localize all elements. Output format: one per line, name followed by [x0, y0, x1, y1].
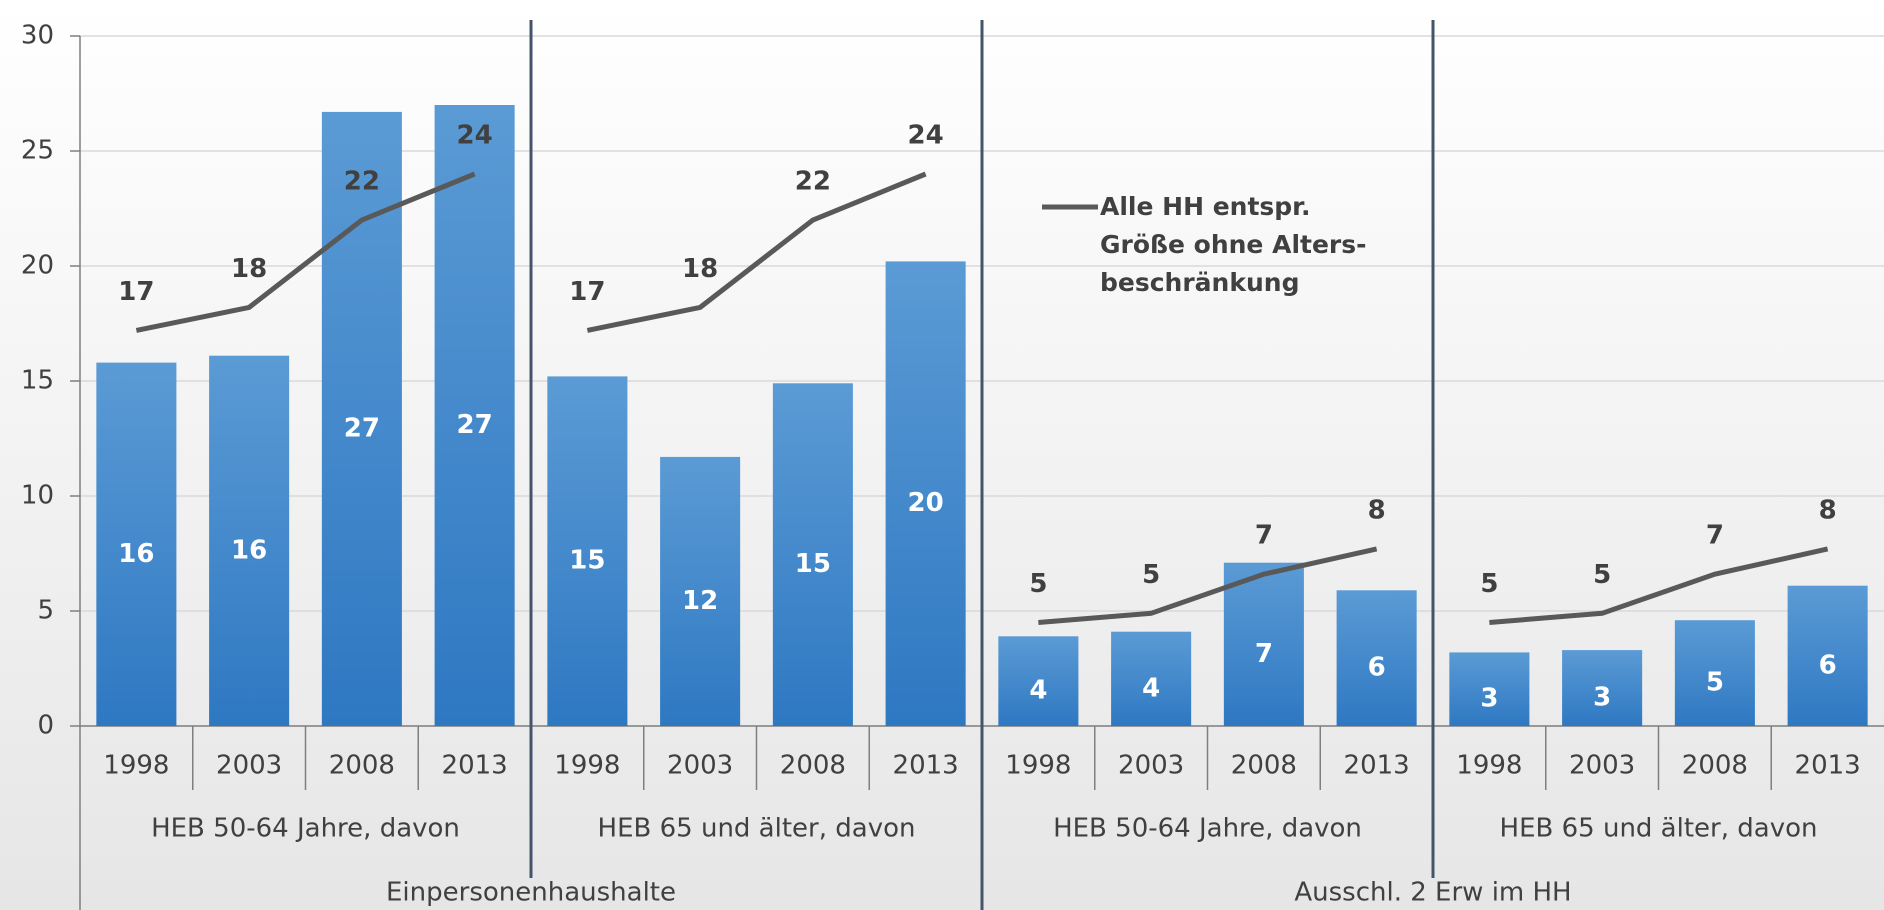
group-label: HEB 65 und älter, davon — [598, 814, 916, 844]
x-tick-label: 2003 — [667, 751, 733, 781]
x-tick-label: 2008 — [1682, 751, 1748, 781]
x-tick-label: 1998 — [554, 751, 620, 781]
bar-value-label: 27 — [344, 413, 380, 443]
x-tick-label: 2013 — [893, 751, 959, 781]
bar — [547, 376, 628, 726]
y-tick-label: 0 — [37, 711, 54, 741]
line-value-label: 5 — [1593, 560, 1611, 590]
y-tick-label: 20 — [21, 251, 54, 281]
bar-value-label: 6 — [1819, 650, 1837, 680]
y-tick-label: 25 — [21, 136, 54, 166]
group-label: HEB 50-64 Jahre, davon — [151, 814, 460, 844]
line-segment — [1038, 546, 1378, 625]
bar — [772, 383, 853, 726]
bar — [998, 636, 1079, 726]
y-tick-label: 30 — [21, 21, 54, 51]
bar — [1223, 562, 1304, 726]
legend: Alle HH entspr. Größe ohne Alters-beschr… — [1042, 188, 1400, 302]
bar — [1111, 631, 1192, 726]
line-value-label: 22 — [344, 167, 380, 197]
bar-value-label: 16 — [231, 535, 267, 565]
x-tick-label: 1998 — [1456, 751, 1522, 781]
bar — [1336, 590, 1417, 726]
bar-value-label: 6 — [1368, 653, 1386, 683]
bar — [1787, 585, 1868, 726]
bar-value-label: 4 — [1142, 673, 1160, 703]
x-tick-label: 1998 — [103, 751, 169, 781]
line-value-label: 5 — [1480, 569, 1498, 599]
legend-label: Alle HH entspr. Größe ohne Alters-beschr… — [1100, 192, 1367, 297]
bar — [321, 111, 402, 726]
bar — [434, 105, 515, 726]
x-tick-label: 2013 — [1344, 751, 1410, 781]
line-value-label: 7 — [1706, 521, 1724, 551]
bar-value-label: 16 — [118, 539, 154, 569]
bar — [660, 456, 741, 726]
line-value-label: 24 — [908, 121, 944, 151]
bar-value-label: 12 — [682, 586, 718, 616]
line-value-label: 24 — [457, 121, 493, 151]
bar — [1674, 620, 1755, 726]
x-tick-label: 1998 — [1005, 751, 1071, 781]
bar-value-label: 5 — [1706, 668, 1724, 698]
line-segment — [1489, 546, 1829, 625]
x-tick-label: 2008 — [1231, 751, 1297, 781]
bar — [1449, 652, 1530, 726]
line-value-label: 17 — [569, 277, 605, 307]
bar-value-label: 15 — [795, 549, 831, 579]
line-value-label: 8 — [1368, 495, 1386, 525]
line-value-label: 7 — [1255, 521, 1273, 551]
y-tick-label: 10 — [21, 481, 54, 511]
line-value-label: 5 — [1029, 569, 1047, 599]
legend-swatch — [1042, 204, 1098, 210]
y-tick-label: 5 — [37, 596, 54, 626]
line-value-label: 22 — [795, 167, 831, 197]
supergroup-label: Einpersonenhaushalte — [386, 878, 676, 908]
bar — [96, 362, 177, 726]
bar-value-label: 4 — [1029, 676, 1047, 706]
line-value-label: 5 — [1142, 560, 1160, 590]
supergroup-label: Ausschl. 2 Erw im HH — [1294, 878, 1571, 908]
x-tick-label: 2008 — [780, 751, 846, 781]
group-label: HEB 50-64 Jahre, davon — [1053, 814, 1362, 844]
x-tick-label: 2013 — [442, 751, 508, 781]
x-tick-label: 2013 — [1795, 751, 1861, 781]
bar-value-label: 27 — [457, 410, 493, 440]
line-segment — [135, 171, 476, 333]
bar — [885, 261, 966, 726]
line-value-label: 8 — [1819, 495, 1837, 525]
bar-value-label: 7 — [1255, 639, 1273, 669]
line-segment — [586, 171, 927, 333]
x-tick-label: 2003 — [1118, 751, 1184, 781]
x-tick-label: 2003 — [1569, 751, 1635, 781]
x-tick-label: 2008 — [329, 751, 395, 781]
y-tick-label: 15 — [21, 366, 54, 396]
bar-value-label: 3 — [1480, 684, 1498, 714]
bar — [209, 355, 290, 726]
group-label: HEB 65 und älter, davon — [1500, 814, 1818, 844]
line-value-label: 18 — [231, 254, 267, 284]
line-value-label: 17 — [118, 277, 154, 307]
x-tick-label: 2003 — [216, 751, 282, 781]
bar-value-label: 20 — [908, 488, 944, 518]
line-value-label: 18 — [682, 254, 718, 284]
bar-value-label: 15 — [569, 546, 605, 576]
bar — [1562, 650, 1643, 726]
bar-value-label: 3 — [1593, 683, 1611, 713]
